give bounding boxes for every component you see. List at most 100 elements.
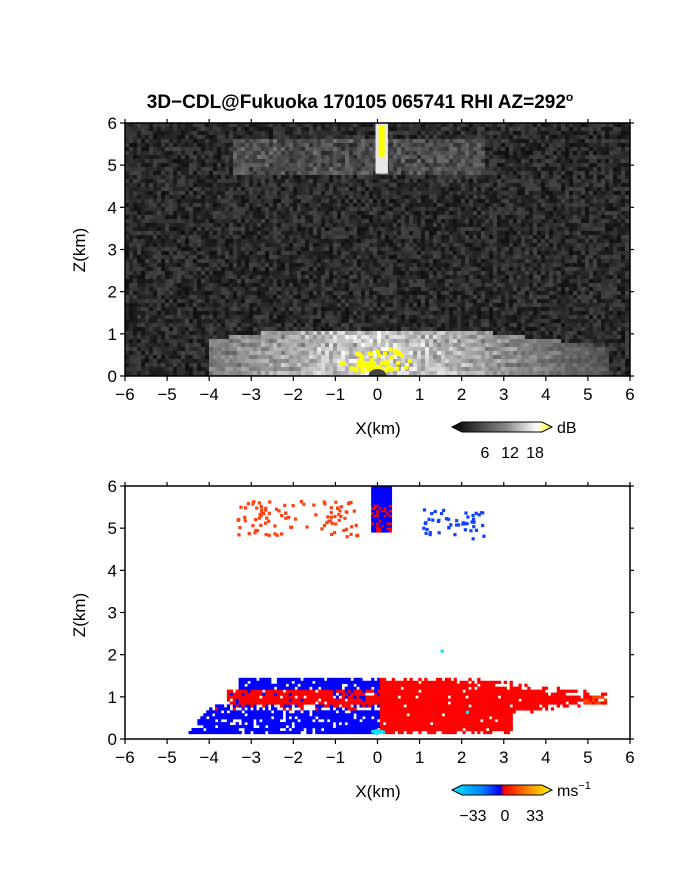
- reflectivity-cell: [597, 251, 601, 255]
- reflectivity-cell: [465, 199, 469, 203]
- reflectivity-cell: [205, 267, 209, 271]
- reflectivity-cell: [221, 163, 225, 167]
- reflectivity-cell: [497, 263, 501, 267]
- reflectivity-cell: [337, 211, 341, 215]
- reflectivity-cell: [473, 227, 477, 231]
- reflectivity-cell: [625, 151, 629, 155]
- reflectivity-cell: [509, 155, 513, 159]
- reflectivity-cell: [189, 231, 193, 235]
- reflectivity-cell: [349, 175, 353, 179]
- reflectivity-cell: [525, 255, 529, 259]
- reflectivity-cell: [445, 191, 449, 195]
- reflectivity-cell: [561, 131, 565, 135]
- reflectivity-cell: [293, 143, 297, 147]
- reflectivity-cell: [621, 235, 625, 239]
- reflectivity-cell: [621, 195, 625, 199]
- reflectivity-cell: [373, 195, 377, 199]
- reflectivity-cell: [185, 183, 189, 187]
- reflectivity-cell: [305, 135, 309, 139]
- reflectivity-cell: [625, 239, 629, 243]
- reflectivity-cell: [205, 231, 209, 235]
- reflectivity-cell: [129, 127, 133, 131]
- reflectivity-cell: [301, 275, 305, 279]
- reflectivity-cell: [573, 263, 577, 267]
- reflectivity-cell: [549, 135, 553, 139]
- reflectivity-cell: [469, 147, 473, 151]
- reflectivity-cell: [409, 231, 413, 235]
- reflectivity-cell: [625, 135, 629, 139]
- reflectivity-cell: [337, 199, 341, 203]
- reflectivity-cell: [157, 267, 161, 271]
- reflectivity-cell: [501, 151, 505, 155]
- reflectivity-cell: [177, 187, 181, 191]
- reflectivity-cell: [489, 231, 493, 235]
- reflectivity-cell: [605, 227, 609, 231]
- reflectivity-cell: [537, 199, 541, 203]
- reflectivity-cell: [585, 207, 589, 211]
- reflectivity-cell: [405, 231, 409, 235]
- reflectivity-cell: [249, 199, 253, 203]
- reflectivity-cell: [365, 155, 369, 159]
- reflectivity-cell: [573, 219, 577, 223]
- reflectivity-cell: [453, 171, 457, 175]
- reflectivity-cell: [525, 251, 529, 255]
- reflectivity-cell: [181, 227, 185, 231]
- reflectivity-cell: [613, 203, 617, 207]
- reflectivity-cell: [253, 247, 257, 251]
- reflectivity-cell: [541, 131, 545, 135]
- reflectivity-cell: [565, 211, 569, 215]
- reflectivity-cell: [341, 271, 345, 275]
- reflectivity-cell: [405, 219, 409, 223]
- reflectivity-cell: [385, 211, 389, 215]
- reflectivity-cell: [589, 151, 593, 155]
- reflectivity-cell: [605, 199, 609, 203]
- reflectivity-cell: [369, 167, 373, 171]
- reflectivity-cell: [349, 171, 353, 175]
- reflectivity-cell: [233, 163, 237, 167]
- reflectivity-cell: [301, 223, 305, 227]
- reflectivity-cell: [213, 251, 217, 255]
- reflectivity-cell: [293, 135, 297, 139]
- reflectivity-cell: [173, 167, 177, 171]
- reflectivity-cell: [125, 251, 129, 255]
- reflectivity-cell: [325, 143, 329, 147]
- reflectivity-cell: [181, 239, 185, 243]
- reflectivity-cell: [273, 267, 277, 271]
- reflectivity-cell: [177, 171, 181, 175]
- reflectivity-cell: [461, 251, 465, 255]
- reflectivity-cell: [325, 227, 329, 231]
- reflectivity-cell: [285, 271, 289, 275]
- reflectivity-cell: [365, 251, 369, 255]
- reflectivity-cell: [257, 143, 261, 147]
- reflectivity-cell: [225, 199, 229, 203]
- reflectivity-cell: [233, 255, 237, 259]
- reflectivity-cell: [625, 163, 629, 167]
- reflectivity-cell: [585, 167, 589, 171]
- reflectivity-cell: [425, 263, 429, 267]
- reflectivity-cell: [345, 251, 349, 255]
- reflectivity-cell: [153, 251, 157, 255]
- reflectivity-cell: [373, 147, 377, 151]
- reflectivity-cell: [269, 143, 273, 147]
- reflectivity-cell: [225, 215, 229, 219]
- reflectivity-cell: [413, 195, 417, 199]
- reflectivity-cell: [417, 207, 421, 211]
- reflectivity-cell: [505, 215, 509, 219]
- reflectivity-cell: [165, 207, 169, 211]
- reflectivity-cell: [293, 259, 297, 263]
- reflectivity-cell: [513, 247, 517, 251]
- reflectivity-cell: [409, 235, 413, 239]
- reflectivity-cell: [125, 147, 129, 151]
- reflectivity-cell: [545, 151, 549, 155]
- reflectivity-cell: [253, 163, 257, 167]
- reflectivity-cell: [413, 251, 417, 255]
- reflectivity-cell: [249, 279, 253, 283]
- reflectivity-cell: [625, 259, 629, 263]
- reflectivity-cell: [185, 179, 189, 183]
- reflectivity-cell: [593, 267, 597, 271]
- reflectivity-cell: [549, 187, 553, 191]
- reflectivity-cell: [273, 231, 277, 235]
- reflectivity-cell: [429, 247, 433, 251]
- reflectivity-cell: [169, 267, 173, 271]
- reflectivity-cell: [417, 215, 421, 219]
